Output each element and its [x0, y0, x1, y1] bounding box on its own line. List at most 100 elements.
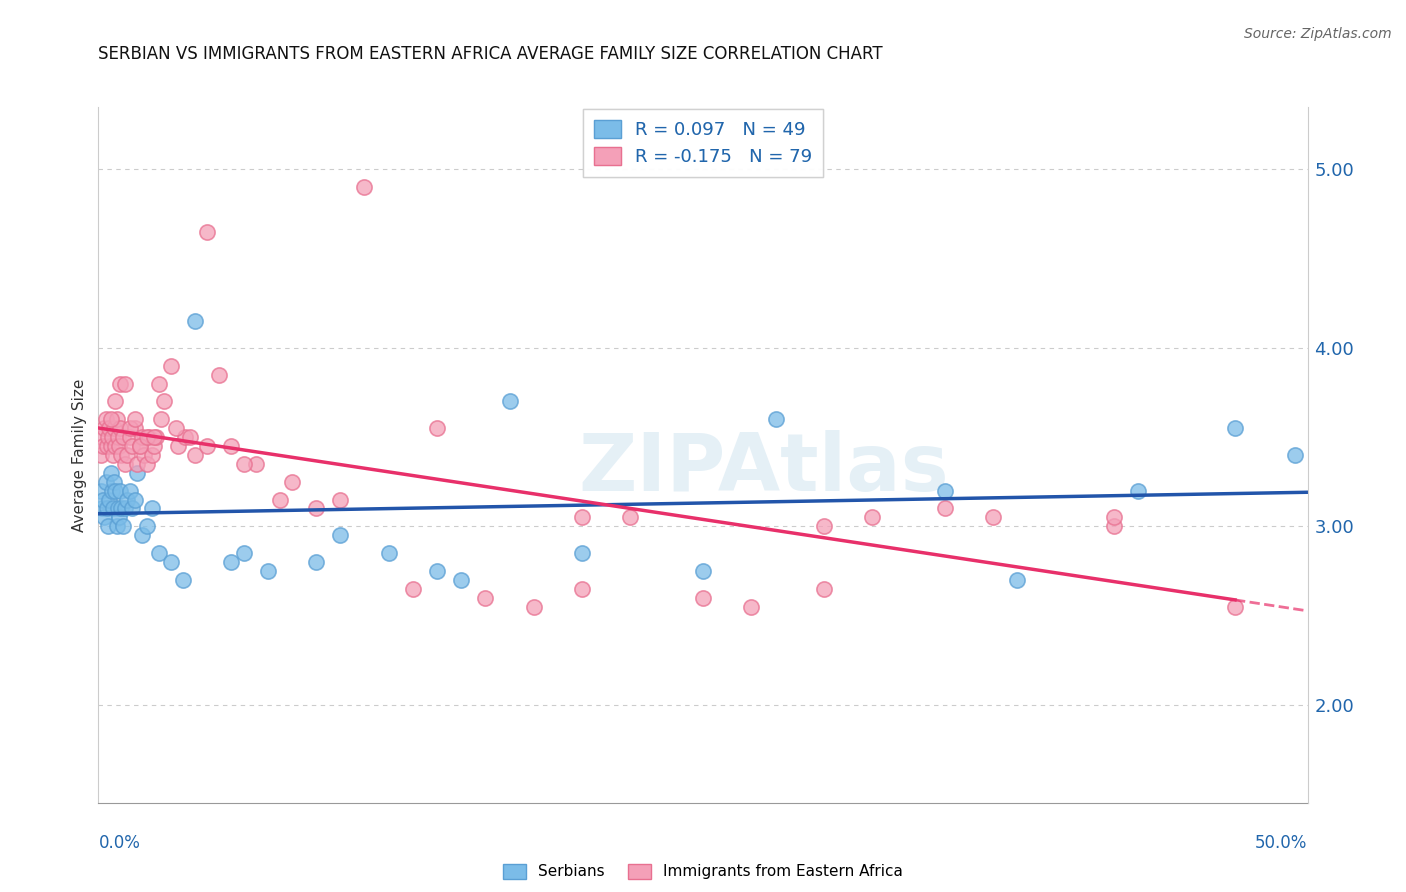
Point: [934, 483, 956, 498]
Point: [1284, 448, 1306, 462]
Point: [221, 439, 243, 453]
Point: [104, 394, 127, 409]
Point: [110, 448, 132, 462]
Point: [165, 421, 187, 435]
Point: [281, 475, 304, 489]
Point: [98, 421, 121, 435]
Point: [110, 501, 132, 516]
Point: [141, 501, 163, 516]
Point: [981, 510, 1004, 524]
Point: [195, 439, 218, 453]
Point: [145, 430, 167, 444]
Point: [860, 510, 883, 524]
Point: [377, 546, 399, 560]
Point: [160, 555, 183, 569]
Point: [111, 519, 134, 533]
Point: [108, 376, 131, 391]
Point: [108, 483, 131, 498]
Point: [114, 376, 136, 391]
Point: [269, 492, 291, 507]
Point: [934, 501, 956, 516]
Point: [135, 430, 157, 444]
Point: [117, 492, 139, 507]
Text: ZIPAtlas: ZIPAtlas: [578, 430, 949, 508]
Point: [128, 439, 150, 453]
Point: [1102, 519, 1125, 533]
Y-axis label: Average Family Size: Average Family Size: [72, 378, 87, 532]
Point: [114, 501, 136, 516]
Point: [305, 501, 328, 516]
Point: [426, 564, 449, 578]
Point: [571, 510, 593, 524]
Point: [103, 421, 125, 435]
Point: [91, 492, 114, 507]
Point: [121, 501, 143, 516]
Point: [124, 492, 146, 507]
Point: [107, 430, 129, 444]
Point: [148, 376, 170, 391]
Point: [104, 439, 127, 453]
Point: [498, 394, 520, 409]
Point: [96, 501, 118, 516]
Point: [208, 368, 231, 382]
Point: [91, 501, 114, 516]
Point: [141, 448, 163, 462]
Point: [128, 439, 150, 453]
Point: [108, 421, 131, 435]
Point: [245, 457, 267, 471]
Point: [692, 591, 714, 605]
Point: [108, 510, 131, 524]
Text: 50.0%: 50.0%: [1256, 834, 1308, 852]
Point: [131, 430, 153, 444]
Point: [256, 564, 278, 578]
Point: [107, 501, 129, 516]
Point: [101, 501, 124, 516]
Point: [143, 430, 166, 444]
Point: [94, 412, 117, 426]
Point: [150, 412, 173, 426]
Point: [148, 546, 170, 560]
Point: [402, 582, 425, 596]
Point: [765, 412, 787, 426]
Point: [174, 430, 197, 444]
Point: [232, 546, 254, 560]
Point: [94, 475, 117, 489]
Point: [114, 457, 136, 471]
Point: [117, 448, 139, 462]
Text: SERBIAN VS IMMIGRANTS FROM EASTERN AFRICA AVERAGE FAMILY SIZE CORRELATION CHART: SERBIAN VS IMMIGRANTS FROM EASTERN AFRIC…: [98, 45, 883, 62]
Point: [118, 483, 141, 498]
Point: [103, 475, 125, 489]
Point: [118, 421, 141, 435]
Point: [96, 439, 118, 453]
Point: [135, 457, 157, 471]
Point: [127, 466, 149, 480]
Point: [152, 394, 174, 409]
Point: [127, 457, 149, 471]
Point: [184, 314, 207, 328]
Point: [108, 439, 131, 453]
Point: [138, 430, 160, 444]
Point: [93, 510, 115, 524]
Point: [813, 582, 835, 596]
Legend: R = 0.097   N = 49, R = -0.175   N = 79: R = 0.097 N = 49, R = -0.175 N = 79: [583, 109, 823, 177]
Point: [131, 528, 153, 542]
Text: Source: ZipAtlas.com: Source: ZipAtlas.com: [1244, 27, 1392, 41]
Point: [98, 492, 121, 507]
Point: [97, 519, 120, 533]
Point: [329, 528, 352, 542]
Point: [619, 510, 641, 524]
Point: [100, 483, 122, 498]
Point: [111, 430, 134, 444]
Point: [184, 448, 207, 462]
Point: [1128, 483, 1150, 498]
Point: [571, 546, 593, 560]
Point: [1007, 573, 1029, 587]
Point: [100, 439, 122, 453]
Point: [329, 492, 352, 507]
Point: [100, 466, 122, 480]
Point: [1223, 421, 1246, 435]
Point: [101, 448, 124, 462]
Point: [232, 457, 254, 471]
Point: [474, 591, 496, 605]
Point: [97, 430, 120, 444]
